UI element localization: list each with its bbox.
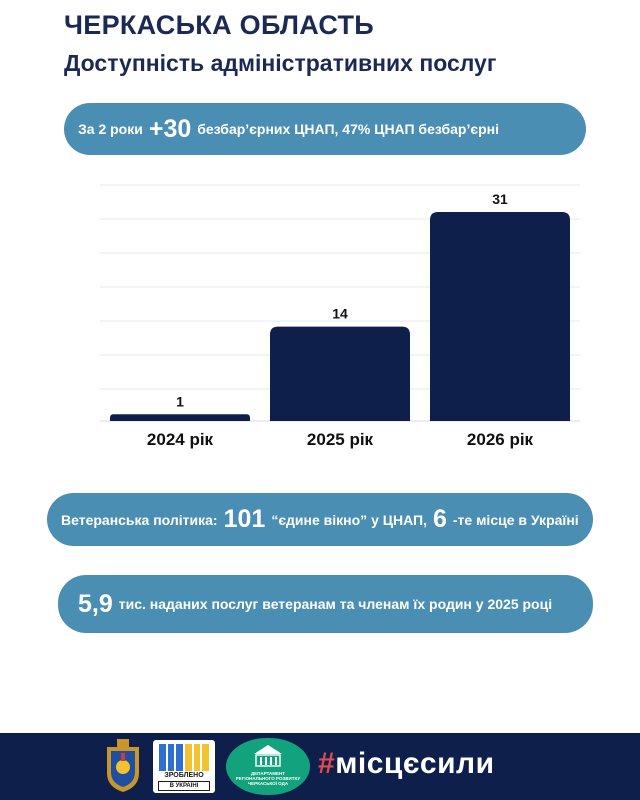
- chart-bar: [430, 211, 570, 421]
- made-in-ukraine-logo: ЗРОБЛЕНО В УКРАЇНІ: [153, 740, 215, 793]
- hashtag-text: місцєсили: [335, 747, 495, 780]
- building-icon: [254, 745, 282, 767]
- chart-svg: 1 2024 рік 14 2025 рік 31 2026 рік: [100, 184, 580, 449]
- regional-development-dept-text: ДЕПАРТАМЕНТ РЕГІОНАЛЬНОГО РОЗВИТКУ ЧЕРКА…: [235, 771, 301, 786]
- chart-category-label: 2024 рік: [147, 430, 214, 449]
- highlight-veterans-middle: “єдине вікно” у ЦНАП,: [271, 511, 427, 528]
- made-in-ukraine-text: ЗРОБЛЕНО: [164, 772, 204, 779]
- chart-category-label: 2025 рік: [307, 430, 374, 449]
- regional-development-dept-logo: ДЕПАРТАМЕНТ РЕГІОНАЛЬНОГО РОЗВИТКУ ЧЕРКА…: [226, 738, 310, 795]
- highlight-services-suffix: тис. наданих послуг ветеранам та членам …: [118, 596, 553, 612]
- highlight-veterans: Ветеранська політика: 101 “єдине вікно” …: [47, 493, 593, 546]
- cherkasy-coat-of-arms-icon: [107, 739, 139, 792]
- highlight-services: 5,9 тис. наданих послуг ветеранам та чле…: [58, 575, 593, 633]
- highlight-veterans-number: 101: [223, 505, 266, 533]
- made-in-ukraine-bars-icon: [159, 744, 210, 771]
- page-title: ЧЕРКАСЬКА ОБЛАСТЬ: [64, 10, 375, 40]
- highlight-veterans-suffix: -те місце в Україні: [452, 511, 579, 528]
- chart-category-label: 2026 рік: [467, 430, 534, 449]
- cnap-bar-chart: 1 2024 рік 14 2025 рік 31 2026 рік: [0, 170, 640, 470]
- chart-bar: [270, 326, 410, 421]
- footer-bar: ЗРОБЛЕНО В УКРАЇНІ ДЕПАРТАМЕНТ РЕГІОНАЛЬ…: [0, 733, 640, 800]
- highlight-services-number: 5,9: [78, 589, 113, 618]
- chart-bar: [110, 414, 250, 421]
- highlight-veterans-rank: 6: [432, 505, 447, 533]
- highlight-barrier-free-suffix: безбар’єрних ЦНАП, 47% ЦНАП безбар’єрні: [197, 121, 499, 137]
- highlight-veterans-prefix: Ветеранська політика:: [61, 511, 218, 528]
- chart-data-label: 14: [332, 306, 348, 322]
- chart-data-label: 31: [492, 191, 508, 207]
- page-subtitle: Доступність адміністративних послуг: [64, 50, 497, 76]
- highlight-barrier-free-number: +30: [148, 114, 192, 143]
- highlight-barrier-free-prefix: За 2 роки: [78, 121, 143, 137]
- chart-data-label: 1: [176, 393, 184, 409]
- highlight-barrier-free: За 2 роки +30 безбар’єрних ЦНАП, 47% ЦНА…: [64, 103, 586, 155]
- hashtag-mistsesyly: #місцєсили: [318, 747, 495, 781]
- made-in-ukraine-subtext: В УКРАЇНІ: [158, 781, 210, 791]
- hashtag-symbol: #: [318, 747, 336, 780]
